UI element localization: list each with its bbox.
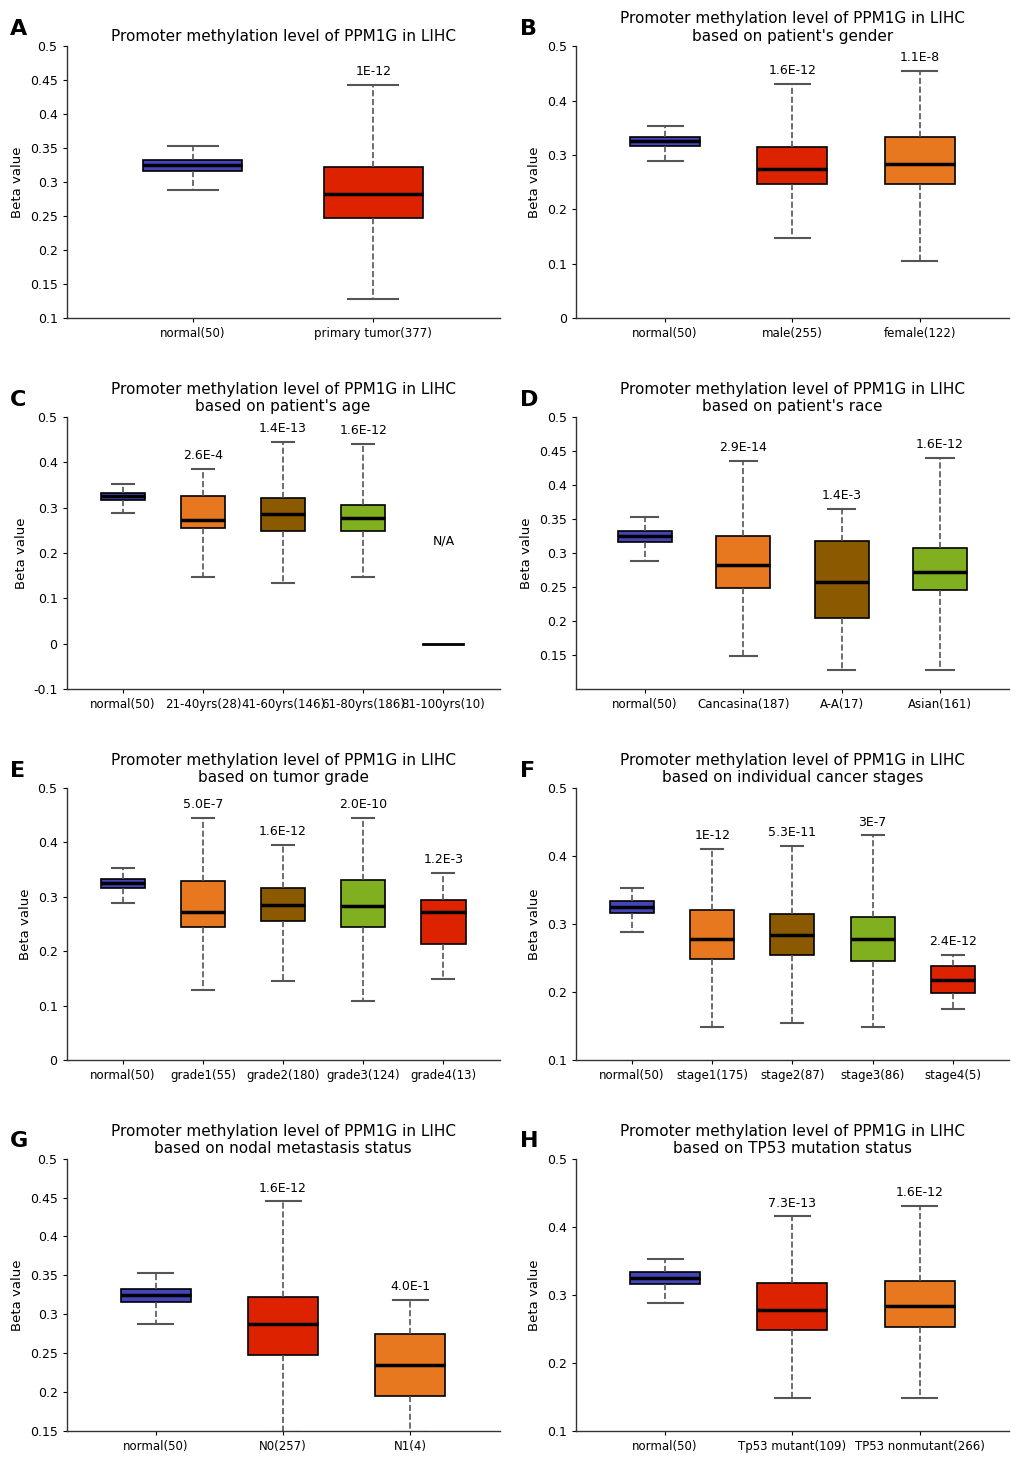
PathPatch shape [883,138,954,184]
Y-axis label: Beta value: Beta value [19,889,32,959]
Text: 1.4E-3: 1.4E-3 [820,489,861,502]
PathPatch shape [143,160,243,171]
Text: 1.4E-13: 1.4E-13 [259,422,307,435]
Text: 2.9E-14: 2.9E-14 [718,441,766,454]
Text: 5.3E-11: 5.3E-11 [767,826,815,839]
Title: Promoter methylation level of PPM1G in LIHC
based on patient's age: Promoter methylation level of PPM1G in L… [110,382,455,414]
PathPatch shape [261,498,305,531]
Text: 4.0E-1: 4.0E-1 [390,1281,430,1293]
Text: 1.2E-3: 1.2E-3 [423,854,463,867]
Y-axis label: Beta value: Beta value [11,1259,24,1331]
PathPatch shape [341,880,385,927]
PathPatch shape [618,530,672,542]
Title: Promoter methylation level of PPM1G in LIHC: Promoter methylation level of PPM1G in L… [110,28,455,44]
PathPatch shape [929,966,974,993]
Text: 2.0E-10: 2.0E-10 [339,798,387,811]
PathPatch shape [248,1297,318,1354]
Text: N/A: N/A [432,534,454,548]
PathPatch shape [341,505,385,531]
PathPatch shape [101,878,145,889]
Title: Promoter methylation level of PPM1G in LIHC
based on TP53 mutation status: Promoter methylation level of PPM1G in L… [620,1124,964,1157]
PathPatch shape [757,1282,826,1331]
Text: 1.6E-12: 1.6E-12 [339,425,387,438]
PathPatch shape [375,1334,445,1395]
PathPatch shape [261,889,305,921]
PathPatch shape [757,146,826,184]
Y-axis label: Beta value: Beta value [528,146,541,218]
Y-axis label: Beta value: Beta value [520,517,533,589]
PathPatch shape [715,536,769,589]
PathPatch shape [180,881,225,927]
Text: 1.6E-12: 1.6E-12 [915,438,963,451]
Text: 1.6E-12: 1.6E-12 [259,826,307,839]
Text: D: D [519,389,537,410]
PathPatch shape [630,138,699,146]
Text: 3E-7: 3E-7 [858,815,886,829]
PathPatch shape [120,1288,191,1301]
Text: C: C [10,389,26,410]
PathPatch shape [180,496,225,529]
Title: Promoter methylation level of PPM1G in LIHC
based on tumor grade: Promoter methylation level of PPM1G in L… [110,752,455,785]
Text: 1.6E-12: 1.6E-12 [259,1181,307,1195]
Text: 1.6E-12: 1.6E-12 [895,1186,943,1199]
Title: Promoter methylation level of PPM1G in LIHC
based on patient's race: Promoter methylation level of PPM1G in L… [620,382,964,414]
Text: 5.0E-7: 5.0E-7 [182,798,223,811]
Text: H: H [519,1132,538,1151]
PathPatch shape [814,540,868,618]
PathPatch shape [101,493,145,501]
Text: E: E [10,761,25,780]
Text: A: A [10,19,28,40]
Title: Promoter methylation level of PPM1G in LIHC
based on patient's gender: Promoter methylation level of PPM1G in L… [620,12,964,44]
PathPatch shape [690,911,734,959]
PathPatch shape [630,1272,699,1284]
Text: 1E-12: 1E-12 [355,64,391,78]
PathPatch shape [323,167,423,218]
Text: B: B [519,19,536,40]
PathPatch shape [912,548,966,590]
Text: 1.6E-12: 1.6E-12 [767,64,815,78]
PathPatch shape [850,916,894,962]
PathPatch shape [769,914,813,955]
Y-axis label: Beta value: Beta value [528,889,541,959]
PathPatch shape [421,900,465,944]
PathPatch shape [883,1281,954,1328]
Y-axis label: Beta value: Beta value [528,1259,541,1331]
Y-axis label: Beta value: Beta value [11,146,24,218]
Text: 1.1E-8: 1.1E-8 [899,51,938,64]
Text: 1E-12: 1E-12 [694,829,730,842]
Y-axis label: Beta value: Beta value [14,517,28,589]
Title: Promoter methylation level of PPM1G in LIHC
based on nodal metastasis status: Promoter methylation level of PPM1G in L… [110,1124,455,1157]
Title: Promoter methylation level of PPM1G in LIHC
based on individual cancer stages: Promoter methylation level of PPM1G in L… [620,752,964,785]
Text: G: G [10,1132,29,1151]
PathPatch shape [609,902,653,914]
Text: 7.3E-13: 7.3E-13 [767,1196,815,1209]
Text: F: F [519,761,534,780]
Text: 2.4E-12: 2.4E-12 [928,934,976,947]
Text: 2.6E-4: 2.6E-4 [182,449,223,463]
